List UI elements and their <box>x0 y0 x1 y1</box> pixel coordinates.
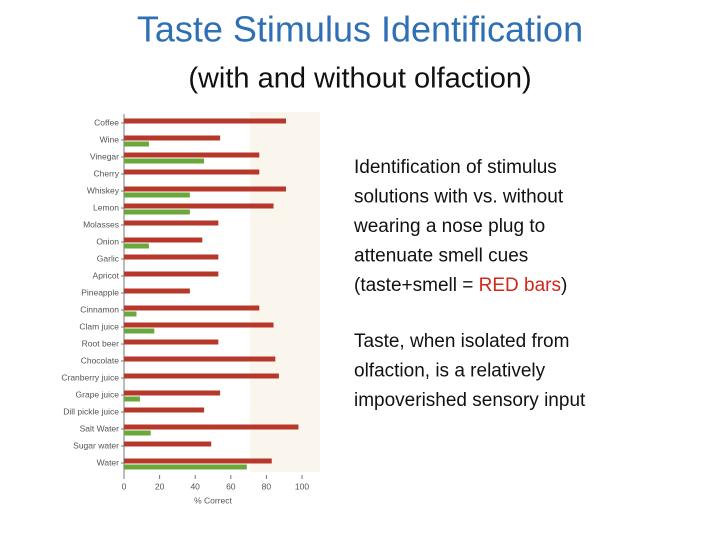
bar <box>124 356 276 362</box>
bar <box>124 441 212 447</box>
x-tick-label: 0 <box>122 481 127 491</box>
y-tick-label: Chocolate <box>81 355 120 365</box>
bar <box>124 186 286 192</box>
y-tick-label: Garlic <box>97 253 120 263</box>
bar <box>124 237 203 243</box>
bar <box>124 271 219 277</box>
x-axis-label: % Correct <box>194 495 232 505</box>
bar <box>124 288 190 294</box>
note-line: (taste+smell = RED bars) <box>354 275 567 296</box>
y-tick-label: Lemon <box>93 202 119 212</box>
bar <box>124 328 155 334</box>
bar <box>124 141 149 147</box>
bar <box>124 203 274 209</box>
y-tick-label: Cinnamon <box>80 304 119 314</box>
note-line: attenuate smell cues <box>354 246 528 267</box>
bar <box>124 169 260 175</box>
bar <box>124 254 219 260</box>
bar <box>124 322 274 328</box>
y-tick-label: Dill pickle juice <box>63 406 119 416</box>
y-tick-label: Salt Water <box>80 423 120 433</box>
bar <box>124 158 205 164</box>
slide-subtitle: (with and without olfaction) <box>188 63 531 95</box>
note-line: Taste, when isolated from <box>354 331 569 352</box>
x-tick-label: 20 <box>155 481 165 491</box>
bar <box>124 192 190 198</box>
bar <box>124 305 260 311</box>
bar <box>124 209 190 215</box>
bar <box>124 407 205 413</box>
bar <box>124 458 272 464</box>
note-line: wearing a nose plug to <box>353 216 545 237</box>
note-line: solutions with vs. without <box>354 187 564 208</box>
y-tick-label: Vinegar <box>90 151 119 161</box>
x-tick-label: 100 <box>295 481 309 491</box>
y-tick-label: Coffee <box>94 117 119 127</box>
note-line: impoverished sensory input <box>354 390 586 411</box>
bar <box>124 118 286 124</box>
bar <box>124 373 279 379</box>
y-tick-label: Root beer <box>82 338 119 348</box>
x-tick-label: 40 <box>190 481 200 491</box>
y-tick-label: Apricot <box>93 270 120 280</box>
bar <box>124 424 299 430</box>
chart-shade <box>250 112 320 472</box>
y-tick-label: Wine <box>100 134 120 144</box>
y-tick-label: Pineapple <box>81 287 119 297</box>
bar <box>124 430 151 436</box>
x-tick-label: 60 <box>226 481 236 491</box>
note-line: Identification of stimulus <box>354 157 557 178</box>
slide-title: Taste Stimulus Identification <box>137 9 583 50</box>
bar <box>124 135 221 141</box>
x-tick-label: 80 <box>262 481 272 491</box>
y-tick-label: Cranberry juice <box>61 372 119 382</box>
y-tick-label: Onion <box>96 236 119 246</box>
note-segment: ) <box>561 275 567 296</box>
bar <box>124 339 219 345</box>
bar <box>124 464 247 470</box>
bar <box>124 396 141 402</box>
note-line: olfaction, is a relatively <box>354 361 546 382</box>
bar <box>124 152 260 158</box>
y-tick-label: Cherry <box>93 168 119 178</box>
bar <box>124 390 221 396</box>
y-tick-label: Clam juice <box>79 321 119 331</box>
bar <box>124 243 149 249</box>
y-tick-label: Water <box>97 457 120 467</box>
y-tick-label: Whiskey <box>87 185 120 195</box>
y-tick-label: Molasses <box>83 219 119 229</box>
bar <box>124 220 219 226</box>
y-tick-label: Sugar water <box>73 440 119 450</box>
y-tick-label: Grape juice <box>76 389 120 399</box>
bar <box>124 311 137 317</box>
note-segment: RED bars <box>479 275 561 296</box>
note-segment: (taste+smell = <box>354 275 479 296</box>
